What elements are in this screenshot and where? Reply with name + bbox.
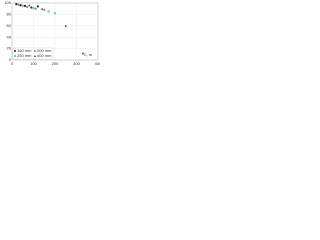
x-tick-label: 200 (52, 61, 59, 66)
point (28, 4, 31, 7)
point (30, 6, 33, 9)
legend-marker (14, 50, 16, 52)
y-tick-label: 40 (7, 34, 12, 39)
legend-label: 250 mm (17, 53, 32, 58)
point (23, 4, 26, 7)
x-axis-label: C, m (84, 52, 93, 57)
x-tick-label: 0 (11, 61, 14, 66)
x-tick-label: 400 (95, 61, 100, 66)
y-tick-label: 0 (9, 57, 12, 62)
y-tick-label: 80 (7, 11, 12, 16)
legend-marker (34, 55, 36, 57)
point (15, 3, 18, 6)
x-tick-label: 300 (73, 61, 80, 66)
x-tick-label: 100 (30, 61, 37, 66)
point (25, 5, 29, 9)
point (32, 7, 35, 10)
point (17, 3, 20, 6)
y-tick-label: 60 (7, 23, 12, 28)
point (47, 10, 50, 13)
legend-label: 400 mm (37, 53, 52, 58)
y-tick-label: 100 (4, 0, 11, 5)
point (34, 7, 37, 10)
point (19, 4, 22, 7)
point (64, 24, 67, 27)
legend-label: 200 mm (37, 48, 52, 53)
point (21, 4, 24, 7)
y-tick-label: 20 (7, 46, 12, 51)
legend-label: 160 mm (17, 48, 32, 53)
legend-box (12, 47, 54, 60)
point (53, 12, 57, 15)
point (43, 8, 46, 11)
legend-marker (14, 55, 16, 57)
point (41, 7, 44, 10)
legend-marker (34, 50, 36, 52)
point (81, 52, 85, 55)
chart: C, m 0 20 40 60 80 100 0 100 200 300 400 160 mm 200 … (4, 0, 100, 66)
point (36, 5, 39, 8)
